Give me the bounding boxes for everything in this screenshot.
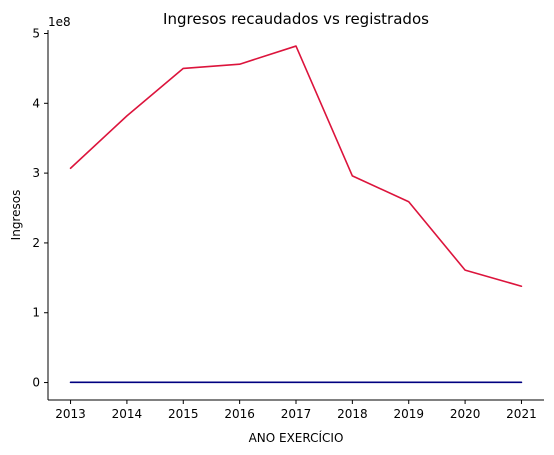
y-tick-label: 0 [32, 376, 40, 390]
chart-title: Ingresos recaudados vs registrados [163, 10, 429, 28]
x-tick-label: 2018 [337, 407, 368, 421]
x-tick-label: 2019 [393, 407, 424, 421]
x-tick-label: 2020 [450, 407, 481, 421]
x-tick-label: 2015 [168, 407, 199, 421]
y-offset-label: 1e8 [48, 15, 71, 29]
y-tick-label: 3 [32, 166, 40, 180]
series-line-1 [71, 46, 522, 286]
x-axis-label: ANO EXERCÍCIO [249, 430, 344, 445]
x-tick-label: 2016 [224, 407, 255, 421]
y-tick-label: 1 [32, 306, 40, 320]
x-ticks: 2013 2014 2015 2016 2017 2018 2019 2020 2021 [55, 400, 536, 421]
x-tick-label: 2014 [112, 407, 143, 421]
y-tick-label: 2 [32, 236, 40, 250]
series-layer [71, 46, 522, 382]
y-ticks: 0 1 2 3 4 5 [32, 26, 48, 389]
y-axis-label: Ingresos [9, 190, 23, 241]
x-tick-label: 2017 [281, 407, 312, 421]
x-tick-label: 2021 [506, 407, 537, 421]
y-tick-label: 5 [32, 26, 40, 40]
y-tick-label: 4 [32, 96, 40, 110]
x-tick-label: 2013 [55, 407, 86, 421]
